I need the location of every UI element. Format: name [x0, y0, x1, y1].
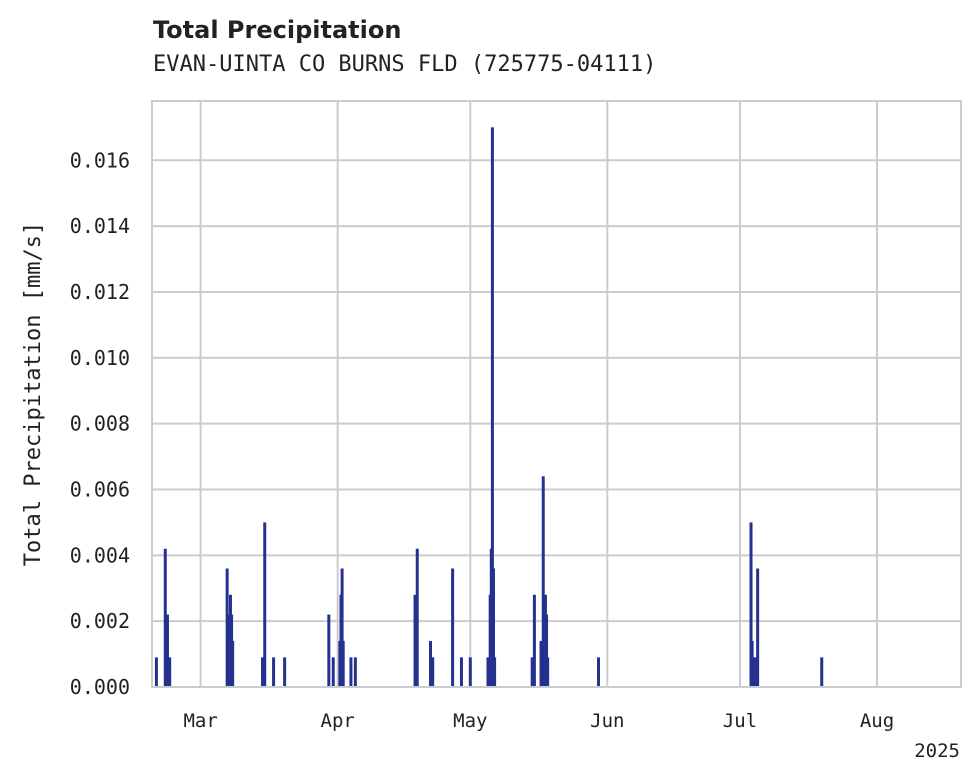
precip-bar: [415, 548, 419, 687]
precip-bar: [820, 657, 824, 687]
precip-bar: [493, 657, 497, 687]
precip-bar: [413, 594, 417, 687]
x-tick-labels: Mar Apr May Jun Jul Aug: [183, 710, 894, 732]
precip-bar: [546, 657, 550, 687]
precip-bar: [154, 657, 158, 687]
y-tick-label: 0.010: [70, 346, 130, 370]
precip-bar: [468, 657, 472, 687]
precip-bar: [165, 614, 169, 687]
plot-frame: [151, 100, 962, 688]
chart-title: Total Precipitation: [153, 16, 402, 44]
precip-bar: [272, 657, 276, 687]
y-tick-label: 0.006: [70, 477, 130, 501]
precip-bar: [225, 568, 229, 687]
x-year-label: 2025: [914, 740, 960, 762]
precip-bar: [283, 657, 287, 687]
y-tick-label: 0.000: [70, 675, 130, 699]
x-tick-label: Jul: [723, 710, 757, 732]
x-tick-label: May: [453, 710, 487, 732]
precip-bar: [331, 657, 335, 687]
chart-subtitle: EVAN-UINTA CO BURNS FLD (725775-04111): [153, 52, 657, 77]
x-tick-label: Jun: [590, 710, 624, 732]
precip-bar: [341, 640, 345, 687]
precip-bar: [459, 657, 463, 687]
precip-bar: [751, 657, 755, 687]
y-tick-label: 0.014: [70, 214, 130, 238]
precip-bar: [545, 614, 549, 687]
y-tick-label: 0.016: [70, 148, 130, 172]
y-tick-label: 0.012: [70, 280, 130, 304]
precip-bar: [596, 657, 600, 687]
precip-bar: [163, 548, 167, 687]
precip-bar: [490, 127, 494, 687]
precip-bar: [353, 657, 357, 687]
precip-bar: [261, 657, 265, 687]
x-tick-label: Apr: [321, 710, 355, 732]
precip-bar: [492, 568, 496, 687]
precip-bar: [539, 640, 543, 687]
precip-bar: [349, 657, 353, 687]
y-axis-label: Total Precipitation [mm/s]: [21, 222, 46, 566]
precip-bar: [327, 614, 331, 687]
x-tick-label: Aug: [860, 710, 894, 732]
precip-bar: [263, 522, 267, 687]
y-tick-label: 0.004: [70, 543, 130, 567]
x-tick-label: Mar: [183, 710, 217, 732]
precip-bar: [451, 568, 455, 687]
precip-bar: [429, 640, 433, 687]
precip-bar: [340, 568, 344, 687]
precip-bar: [486, 657, 490, 687]
y-tick-label: 0.002: [70, 609, 130, 633]
precip-bar: [756, 568, 760, 687]
precip-bar: [431, 657, 435, 687]
precip-bar: [168, 657, 172, 687]
precip-bar: [231, 640, 235, 687]
precip-bar: [532, 594, 536, 687]
precip-bar: [530, 657, 534, 687]
precip-bar: [753, 657, 757, 687]
bar-series: [154, 127, 824, 687]
grid-lines: [152, 101, 961, 688]
y-tick-label: 0.008: [70, 412, 130, 436]
precip-bar: [749, 522, 753, 687]
precip-bar: [541, 476, 545, 687]
y-tick-labels: 0.000 0.002 0.004 0.006 0.008 0.010 0.012 0.014…: [70, 148, 130, 699]
